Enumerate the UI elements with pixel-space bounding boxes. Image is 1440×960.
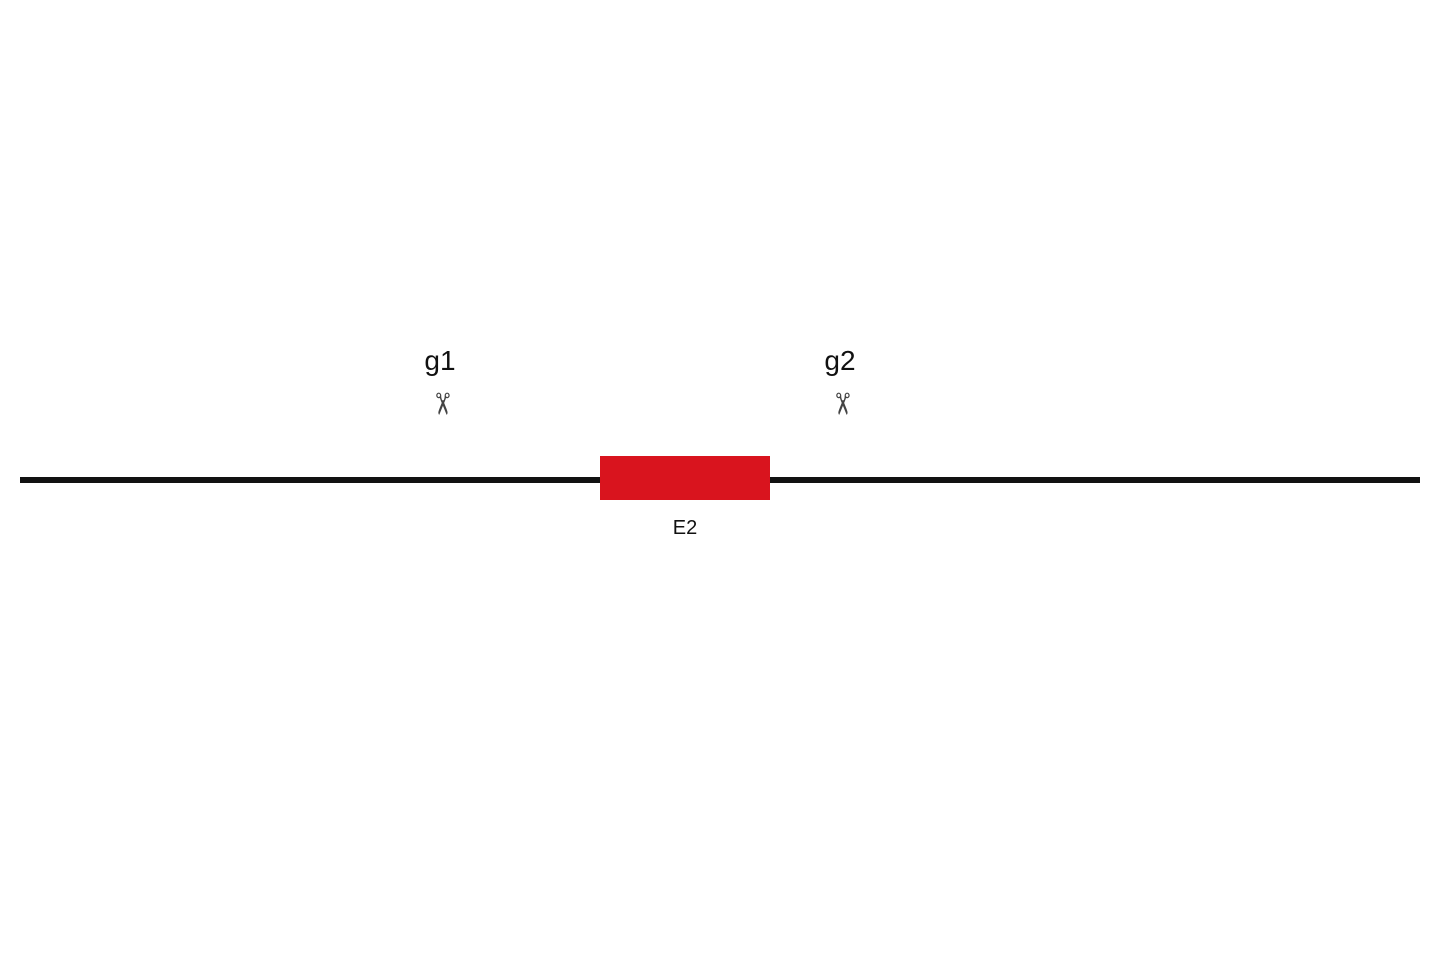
exon-label: E2: [673, 517, 697, 539]
gene-diagram: E2 g1 ✂ g2 ✂: [0, 0, 1440, 960]
scissors-icon: ✂: [825, 391, 858, 416]
guide-label-g1: g1: [424, 345, 455, 376]
guide-label-g2: g2: [824, 345, 855, 376]
scissors-icon: ✂: [425, 391, 458, 416]
exon-block: [600, 456, 770, 500]
